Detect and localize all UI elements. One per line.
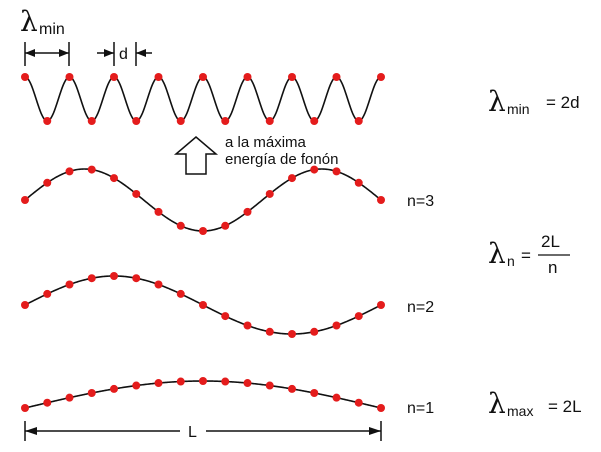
wave-n3-atom bbox=[265, 189, 274, 198]
wave-n3-curve bbox=[24, 168, 382, 232]
wave-n3-atom bbox=[176, 221, 185, 230]
formula-min-sub: min bbox=[507, 101, 530, 117]
wave-n3-atom bbox=[154, 207, 163, 216]
wave-n1-atom bbox=[332, 393, 341, 402]
wave-min-atom bbox=[288, 73, 296, 81]
length-label: L bbox=[188, 424, 197, 441]
wave-min-atom bbox=[377, 73, 385, 81]
wave-n1-atom bbox=[354, 398, 363, 407]
wave-n1-atom bbox=[43, 398, 52, 407]
wave-min-atom bbox=[43, 117, 52, 125]
wave-min-atom bbox=[332, 73, 341, 81]
wave-n1-atom bbox=[199, 377, 207, 385]
wave-n3-atom bbox=[221, 221, 230, 230]
wave-n3-atom bbox=[87, 165, 96, 174]
wave-min-curve bbox=[24, 76, 382, 122]
d-dimension bbox=[97, 42, 152, 66]
formula-max-sub: max bbox=[507, 403, 533, 419]
wave-min-atom bbox=[243, 73, 252, 81]
wave-n2-atom bbox=[265, 327, 274, 336]
wave-n1-atom bbox=[288, 384, 296, 393]
lambda-min-dimension bbox=[24, 42, 70, 66]
formula-min-lambda: λ bbox=[488, 85, 506, 118]
formula-n-lambda: λ bbox=[488, 237, 506, 270]
formula-min-rhs: = 2d bbox=[546, 93, 580, 112]
wave-min-atom bbox=[21, 73, 29, 81]
wave-n2-atom bbox=[65, 280, 74, 289]
wave-n3-atom bbox=[354, 178, 363, 187]
wave-n1-atom bbox=[132, 381, 141, 390]
wave-min-atom bbox=[110, 73, 118, 81]
formula-n-denominator: n bbox=[548, 258, 557, 277]
label-n3: n=3 bbox=[407, 193, 434, 210]
wave-n3-atom bbox=[199, 227, 207, 235]
wave-min-atom bbox=[354, 117, 363, 125]
wave-n2-atom bbox=[199, 301, 207, 309]
wave-n1-atom bbox=[176, 377, 185, 386]
up-arrow-icon bbox=[173, 136, 219, 175]
label-n1: n=1 bbox=[407, 400, 434, 417]
length-dimension bbox=[24, 421, 382, 441]
wave-min-atom bbox=[176, 117, 185, 125]
arrow-text-line2: energía de fonón bbox=[225, 151, 338, 168]
wave-n3-atom bbox=[332, 167, 341, 176]
arrow-text-line1: a la máxima bbox=[225, 134, 307, 151]
formula-max-lambda: λ bbox=[488, 387, 506, 420]
wave-min-atom bbox=[265, 117, 274, 125]
wave-min-atom bbox=[310, 117, 319, 125]
wave-n1-atom bbox=[65, 393, 74, 402]
formula-max-rhs: = 2L bbox=[548, 397, 582, 416]
wave-n2-atom bbox=[154, 280, 163, 289]
wave-n3-atom bbox=[243, 207, 252, 216]
wave-n2-atom bbox=[132, 274, 141, 283]
wave-n1-atom bbox=[221, 377, 230, 386]
wave-n2-atom bbox=[43, 289, 52, 298]
wave-n3-atom bbox=[377, 196, 385, 204]
wave-min-atom bbox=[199, 73, 207, 81]
wave-n2-atom bbox=[354, 312, 363, 321]
wave-n3-atom bbox=[21, 196, 29, 204]
wave-min-atom bbox=[221, 117, 230, 125]
wave-n1-atom bbox=[154, 379, 163, 388]
wave-n2-atom bbox=[377, 301, 385, 309]
wave-n3-atom bbox=[132, 189, 141, 198]
wave-n1-atom bbox=[87, 389, 96, 397]
wave-min-atom bbox=[154, 73, 163, 81]
wave-n3-atom bbox=[288, 174, 296, 183]
wave-n2-atom bbox=[243, 321, 252, 330]
wave-n2-atom bbox=[288, 330, 296, 338]
wave-n2-atom bbox=[87, 274, 96, 283]
wave-n1-atom bbox=[243, 379, 252, 388]
wave-n2-atom bbox=[110, 272, 118, 280]
lambda-min-sub: min bbox=[39, 21, 65, 38]
wave-n1-atom bbox=[21, 404, 29, 412]
wave-min-atom bbox=[132, 117, 141, 125]
wave-min-atom bbox=[87, 117, 96, 125]
formula-n-sub: n bbox=[507, 253, 515, 269]
formula-n-numerator: 2L bbox=[541, 232, 560, 251]
wave-n2-atom bbox=[176, 289, 185, 298]
wave-n2-atom bbox=[21, 301, 29, 309]
wave-min-atom bbox=[65, 73, 74, 81]
wave-n2-atom bbox=[310, 327, 319, 336]
d-label: d bbox=[119, 46, 128, 63]
label-n2: n=2 bbox=[407, 299, 434, 316]
formula-n-eq: = bbox=[521, 246, 531, 265]
wave-n1-atom bbox=[310, 389, 319, 397]
wave-n3-atom bbox=[65, 167, 74, 176]
wave-n2-atom bbox=[221, 312, 230, 321]
waves-layer bbox=[21, 73, 385, 412]
wave-n2-atom bbox=[332, 321, 341, 330]
lambda-min-symbol: λ bbox=[20, 5, 38, 38]
wave-n3-atom bbox=[110, 174, 118, 183]
wave-n1-atom bbox=[265, 381, 274, 390]
wave-n3-atom bbox=[310, 165, 319, 174]
wave-n3-atom bbox=[43, 178, 52, 187]
wave-n1-atom bbox=[377, 404, 385, 412]
wave-n1-curve bbox=[24, 380, 382, 409]
wave-n1-atom bbox=[110, 384, 118, 393]
